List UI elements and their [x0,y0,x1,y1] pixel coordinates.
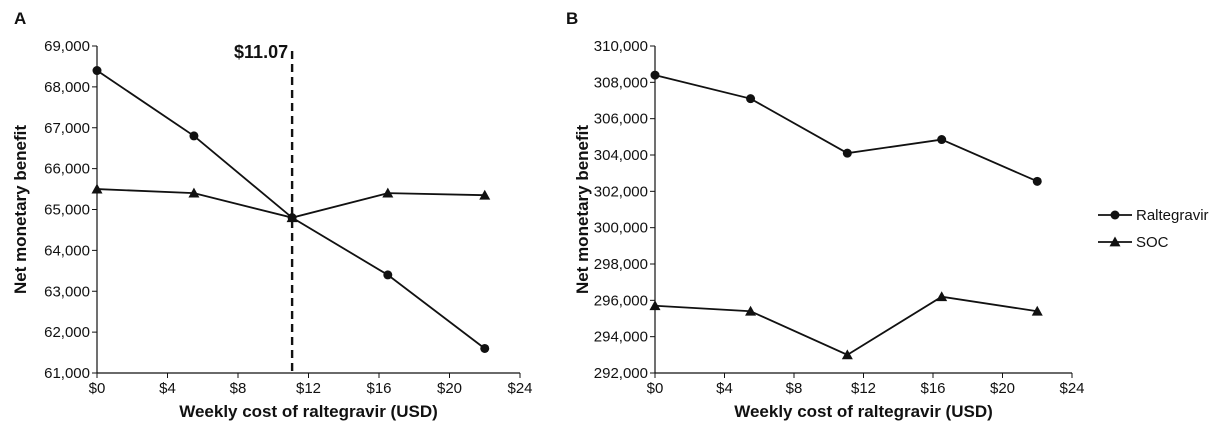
data-point-raltegravir [937,135,947,145]
y-tick-label: 65,000 [44,202,90,219]
y-tick-label: 69,000 [44,38,90,55]
data-point-soc [1031,305,1043,316]
y-axis-label: Net monetary benefit [573,125,592,294]
y-tick-label: 63,000 [44,283,90,300]
x-tick-label: $20 [437,380,462,397]
x-axis-label: Weekly cost of raltegravir (USD) [734,402,993,421]
panel-label: B [566,9,578,28]
x-tick-label: $12 [296,380,321,397]
y-tick-label: 67,000 [44,120,90,137]
series-line-soc [654,295,1038,356]
y-tick-label: 298,000 [594,256,648,273]
panel-b: B 292,000 294,000 296,000 298,000 300,000 302,… [566,9,1085,421]
y-tick-label: 61,000 [44,365,90,382]
legend-label: SOC [1136,234,1169,251]
x-tick-label: $8 [230,380,247,397]
data-point-raltegravir [746,94,756,104]
y-tick-label: 306,000 [594,111,648,128]
y-tick-label: 64,000 [44,242,90,259]
y-tick-label: 294,000 [594,329,648,346]
data-point-raltegravir [650,70,660,80]
data-point-soc [745,305,757,316]
y-tick-label: 292,000 [594,365,648,382]
legend-label: Raltegravir [1136,207,1209,224]
data-point-soc [91,183,103,194]
y-tick-label: 308,000 [594,74,648,91]
y-tick-label: 62,000 [44,324,90,341]
x-tick-label: $24 [1059,380,1084,397]
legend: Raltegravir SOC [1098,207,1209,251]
x-tick-label: $20 [990,380,1015,397]
data-point-soc [188,187,200,198]
data-point-raltegravir [92,66,102,76]
legend-marker-soc [1109,236,1121,247]
series-line-raltegravir [654,74,1038,183]
legend-marker-raltegravir [1110,210,1120,220]
x-tick-label: $0 [89,380,106,397]
data-point-soc [382,187,394,198]
y-tick-label: 296,000 [594,292,648,309]
series-line-raltegravir [96,69,486,350]
data-point-soc [286,212,298,223]
x-tick-label: $0 [647,380,664,397]
panel-label: A [14,9,26,28]
x-tick-label: $24 [507,380,532,397]
y-axis-label: Net monetary benefit [11,125,30,294]
data-point-soc [841,349,853,360]
x-tick-label: $12 [851,380,876,397]
y-tick-label: 68,000 [44,79,90,96]
x-tick-label: $16 [920,380,945,397]
x-tick-label: $16 [366,380,391,397]
y-tick-label: 66,000 [44,161,90,178]
threshold-label: $11.07 [234,42,288,62]
x-tick-label: $4 [159,380,176,397]
data-point-soc [649,300,661,311]
x-tick-label: $4 [716,380,733,397]
y-tick-label: 310,000 [594,38,648,55]
y-tick-label: 302,000 [594,183,648,200]
data-point-raltegravir [1032,176,1042,186]
data-point-raltegravir [383,270,393,280]
data-point-soc [479,189,491,200]
data-point-raltegravir [842,148,852,158]
data-point-raltegravir [480,343,490,353]
y-tick-label: 304,000 [594,147,648,164]
x-tick-label: $8 [786,380,803,397]
data-point-soc [936,291,948,302]
y-tick-label: 300,000 [594,220,648,237]
x-axis-label: Weekly cost of raltegravir (USD) [179,402,438,421]
panel-a: A 61,000 62,000 63,000 64,000 65,000 66,000 67,… [11,9,533,421]
data-point-raltegravir [189,131,199,141]
